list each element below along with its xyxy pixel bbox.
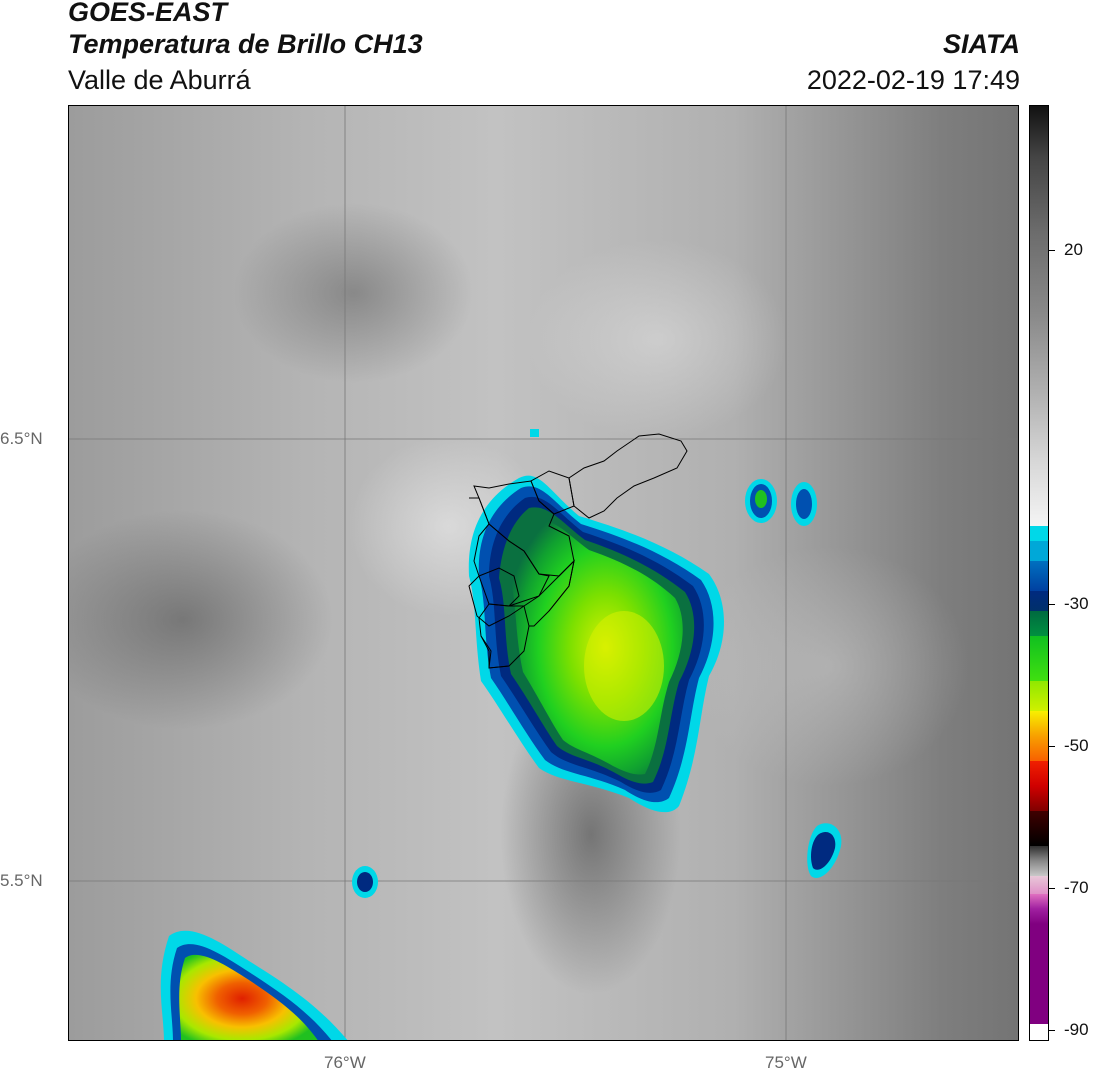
storm-cell-southeast bbox=[807, 823, 842, 878]
colorbar-tick-20: 20 bbox=[1064, 240, 1083, 259]
title-right-block: SIATA 2022-02-19 17:49 bbox=[807, 28, 1020, 96]
colorbar-tick-minus-30: -30 bbox=[1064, 594, 1089, 613]
satellite-title: GOES-EAST bbox=[68, 0, 228, 27]
map-overlay bbox=[69, 106, 1018, 1040]
colorbar-tick-minus-50: -50 bbox=[1064, 736, 1089, 755]
storm-cell-east-2 bbox=[791, 482, 817, 526]
datetime-label: 2022-02-19 17:49 bbox=[806, 65, 1020, 95]
storm-cell-southwest bbox=[160, 930, 348, 1040]
cyan-speck bbox=[530, 429, 539, 437]
municipality-boundaries bbox=[468, 433, 688, 669]
storm-cell-east-1 bbox=[745, 479, 777, 523]
storm-cell-small-west bbox=[352, 866, 378, 898]
product-title: Temperatura de Brillo CH13 bbox=[68, 29, 423, 59]
colorbar bbox=[1029, 105, 1049, 1041]
source-label: SIATA bbox=[943, 29, 1020, 59]
lat-label-6-5: 6.5°N bbox=[0, 429, 43, 448]
lat-label-5-5: 5.5°N bbox=[0, 871, 43, 890]
colorbar-tick-minus-90: -90 bbox=[1064, 1020, 1089, 1039]
lon-label-76: 76°W bbox=[324, 1053, 366, 1072]
main-storm-cell bbox=[468, 475, 724, 813]
satellite-map[interactable] bbox=[68, 105, 1019, 1041]
region-label: Valle de Aburrá bbox=[68, 65, 251, 95]
lon-label-75: 75°W bbox=[765, 1053, 807, 1072]
title-block: GOES-EAST Temperatura de Brillo CH13 Val… bbox=[68, 0, 423, 96]
colorbar-tick-minus-70: -70 bbox=[1064, 878, 1089, 897]
